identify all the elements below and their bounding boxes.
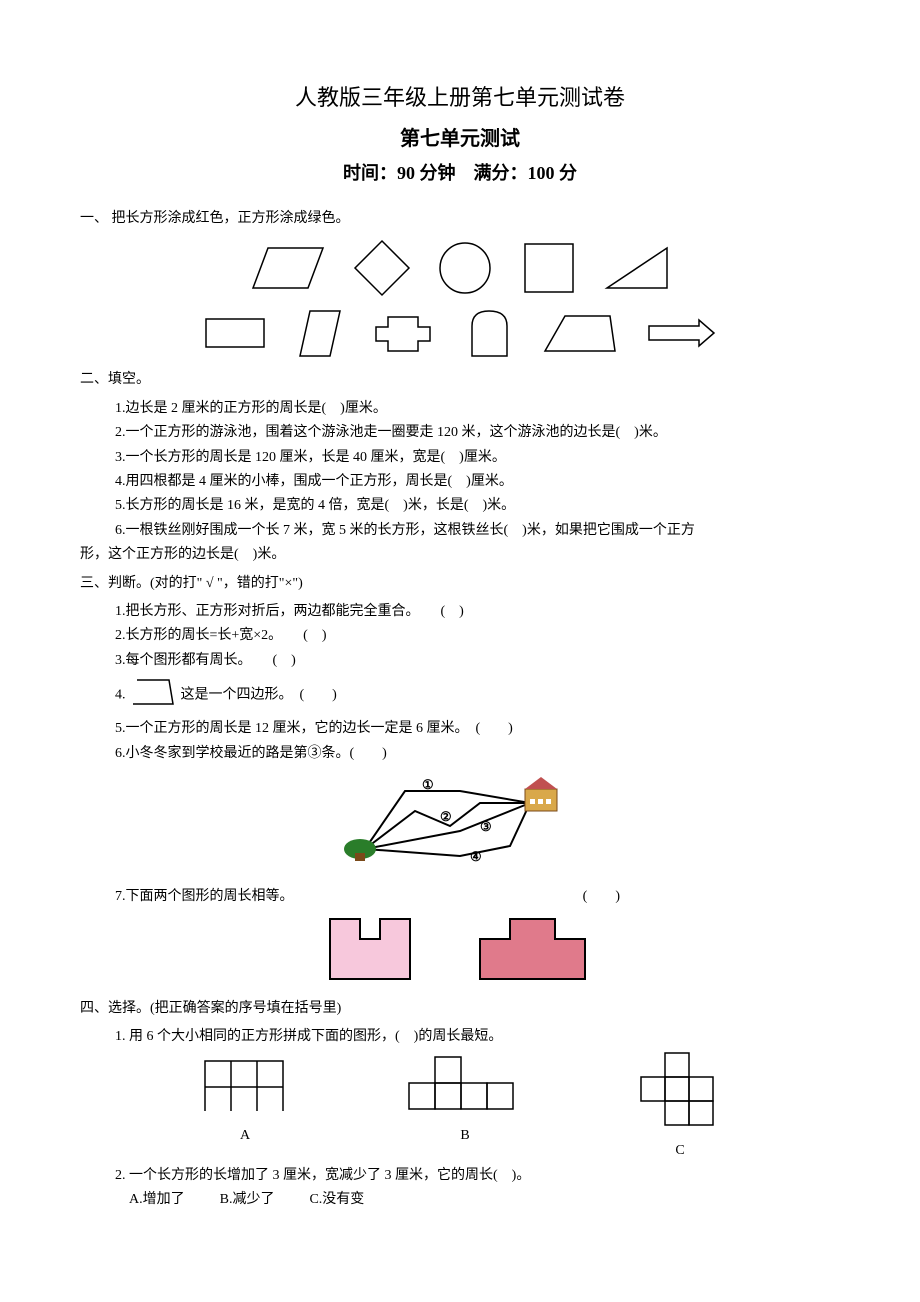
right-triangle-icon (602, 243, 672, 293)
open-trapezoid-icon (129, 674, 177, 716)
option-b-label: B (405, 1125, 525, 1147)
section-3-heading: 三、判断。(对的打" √ "，错的打"×") (80, 573, 840, 595)
cross-icon (368, 309, 438, 359)
title-line-3: 时间：90 分钟 满分：100 分 (80, 159, 840, 188)
shape-row-1 (80, 238, 840, 298)
svg-text:①: ① (422, 777, 434, 792)
title-line-1: 人教版三年级上册第七单元测试卷 (80, 80, 840, 115)
s4-q2-opts: A.增加了 B.减少了 C.没有变 (80, 1189, 840, 1211)
s4-q2: 2. 一个长方形的长增加了 3 厘米，宽减少了 3 厘米，它的周长( )。 (80, 1165, 840, 1187)
s2-q4: 4.用四根都是 4 厘米的小棒，围成一个正方形，周长是( )厘米。 (80, 471, 840, 493)
option-a: A (195, 1051, 295, 1163)
s3-q2: 2.长方形的周长=长+宽×2。 ( ) (80, 625, 840, 647)
s3-q7-paren: ( ) (583, 886, 620, 908)
s3-q1: 1.把长方形、正方形对折后，两边都能完全重合。 ( ) (80, 601, 840, 623)
svg-text:④: ④ (470, 849, 482, 864)
s4-q1: 1. 用 6 个大小相同的正方形拼成下面的图形，( )的周长最短。 (80, 1026, 840, 1048)
s2-q6a: 6.一根铁丝刚好围成一个长 7 米，宽 5 米的长方形，这根铁丝长( )米，如果… (80, 520, 840, 542)
arch-icon (462, 306, 517, 361)
option-c-label: C (635, 1140, 725, 1162)
option-c: C (635, 1051, 725, 1163)
circle-icon (435, 238, 495, 298)
s2-q3: 3.一个长方形的周长是 120 厘米，长是 40 厘米，宽是( )厘米。 (80, 447, 840, 469)
section-4-heading: 四、选择。(把正确答案的序号填在括号里) (80, 998, 840, 1020)
svg-text:②: ② (440, 809, 452, 824)
option-c-shape (635, 1051, 725, 1126)
option-a-label: A (195, 1125, 295, 1147)
s2-q2: 2.一个正方形的游泳池，围着这个游泳池走一圈要走 120 米，这个游泳池的边长是… (80, 422, 840, 444)
paths-diagram: ① ② ③ ④ (80, 771, 840, 879)
s3-q6: 6.小冬冬家到学校最近的路是第③条。( ) (80, 743, 840, 765)
s3-q4: 4. 这是一个四边形。 ( ) (80, 674, 840, 716)
parallelogram-icon (248, 243, 328, 293)
arrow-icon (644, 316, 719, 351)
s3-q3: 3.每个图形都有周长。 ( ) (80, 650, 840, 672)
s4-q2-opt-a: A.增加了 (129, 1192, 185, 1207)
pink-shape-1 (325, 914, 435, 984)
s3-q4-suffix: 这是一个四边形。 ( ) (181, 687, 337, 702)
rectangle-icon (201, 314, 271, 354)
s3-q5: 5.一个正方形的周长是 12 厘米，它的边长一定是 6 厘米。 ( ) (80, 718, 840, 740)
s2-q6b: 形，这个正方形的边长是( )米。 (80, 544, 840, 566)
diamond-icon (352, 238, 412, 298)
pink-shape-2 (475, 914, 595, 984)
s2-q1: 1.边长是 2 厘米的正方形的周长是( )厘米。 (80, 398, 840, 420)
s4-q2-opt-b: B.减少了 (220, 1192, 275, 1207)
s3-q7-text: 7.下面两个图形的周长相等。 (115, 889, 294, 904)
s4-q1-options: A B (140, 1051, 780, 1163)
option-a-shape (195, 1051, 295, 1111)
title-line-2: 第七单元测试 (80, 123, 840, 155)
s2-q5: 5.长方形的周长是 16 米，是宽的 4 倍，宽是( )米，长是( )米。 (80, 495, 840, 517)
svg-text:③: ③ (480, 819, 492, 834)
slanted-parallelogram-icon (295, 306, 345, 361)
s3-q7: 7.下面两个图形的周长相等。 ( ) (80, 886, 840, 908)
option-b: B (405, 1051, 525, 1163)
square-icon (519, 238, 579, 298)
trapezoid-icon (540, 311, 620, 356)
shape-row-2 (80, 306, 840, 361)
s3-q4-prefix: 4. (115, 687, 126, 702)
section-1-heading: 一、 把长方形涂成红色，正方形涂成绿色。 (80, 208, 840, 230)
pink-shapes-row (80, 914, 840, 984)
s4-q2-opt-c: C.没有变 (309, 1192, 364, 1207)
option-b-shape (405, 1051, 525, 1111)
section-2-heading: 二、填空。 (80, 369, 840, 391)
